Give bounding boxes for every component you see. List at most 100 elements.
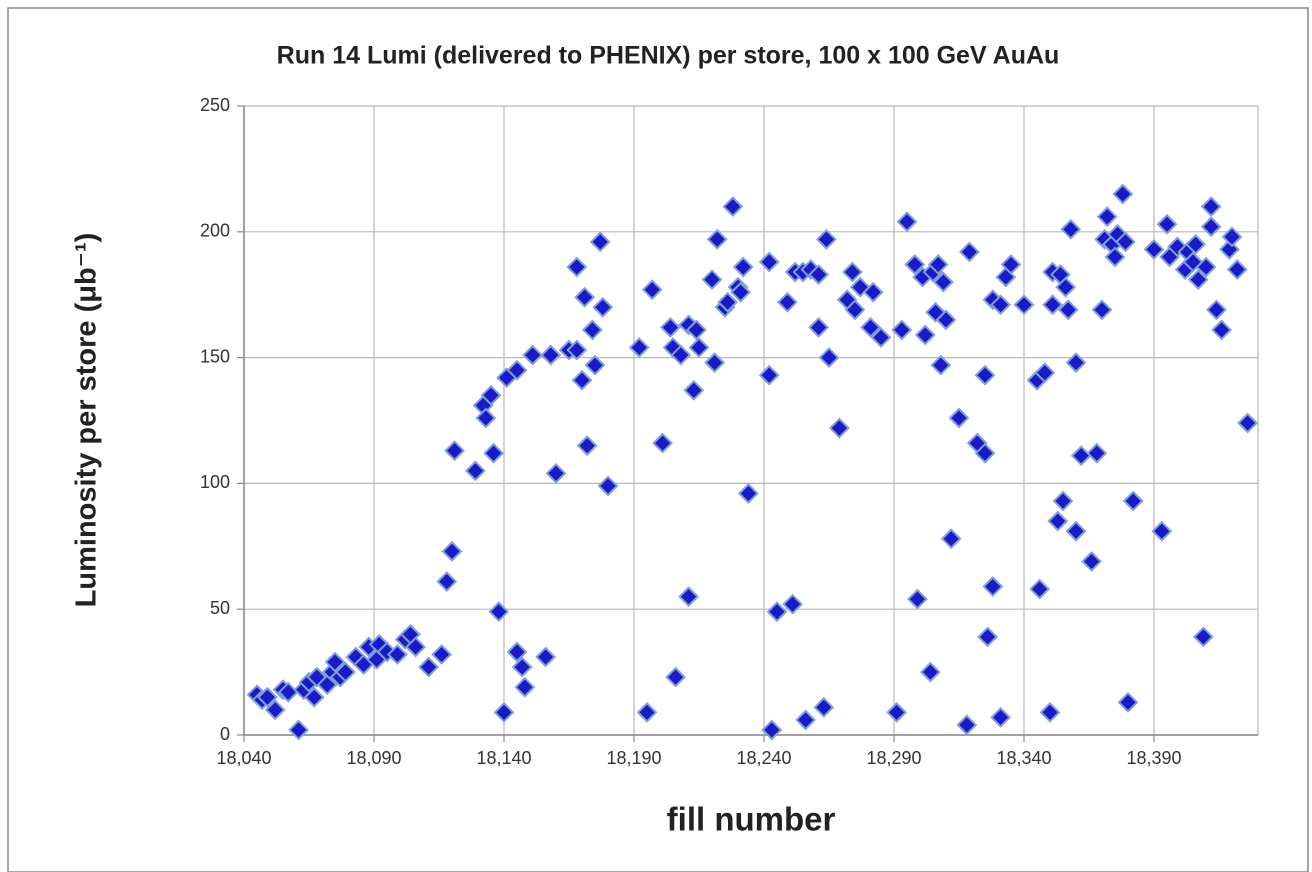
scatter-point	[264, 699, 286, 721]
scatter-point	[1104, 246, 1126, 268]
scatter-point	[896, 211, 918, 233]
scatter-point	[974, 442, 996, 464]
scatter-point	[930, 354, 952, 376]
scatter-point	[540, 344, 562, 366]
scatter-point	[990, 706, 1012, 728]
scatter-point	[1065, 520, 1087, 542]
scatter-point	[730, 281, 752, 303]
marks	[246, 183, 1259, 741]
scatter-point	[758, 364, 780, 386]
scatter-point	[1042, 294, 1064, 316]
scatter-point	[717, 291, 739, 313]
scatter-point	[860, 316, 882, 338]
scatter-point	[386, 644, 408, 665]
scatter-point	[935, 309, 957, 331]
scatter-point	[636, 701, 658, 723]
scatter-point	[891, 319, 913, 341]
scatter-point	[514, 676, 536, 698]
scatter-point	[841, 261, 863, 283]
scatter-point	[545, 462, 567, 484]
scatter-point	[506, 641, 528, 663]
scatter-point	[948, 407, 970, 429]
scatter-point	[1200, 216, 1222, 238]
scatter-point	[1122, 490, 1144, 512]
scatter-point	[732, 256, 754, 278]
scatter-point	[1221, 226, 1243, 248]
scatter-point	[904, 254, 926, 275]
scatter-point	[670, 344, 692, 366]
scatter-point	[1211, 319, 1233, 341]
scatter-point	[1096, 206, 1118, 228]
scatter-point	[1195, 256, 1217, 278]
scatter-point	[685, 319, 707, 341]
y-axis-label: Luminosity per store (μb⁻¹)	[71, 233, 103, 608]
scatter-point	[958, 241, 980, 263]
scatter-point	[597, 475, 619, 497]
scatter-point	[1114, 231, 1136, 253]
y-tick-label: 250	[200, 95, 230, 115]
scatter-point	[1057, 299, 1079, 321]
scatter-point	[704, 352, 726, 374]
x-axis-label: fill number	[667, 801, 836, 838]
scatter-point	[974, 364, 996, 386]
scatter-point	[906, 588, 928, 610]
scatter-point	[701, 269, 723, 291]
scatter-point	[815, 228, 837, 250]
x-tick-label: 18,140	[476, 748, 531, 768]
scatter-point	[483, 442, 505, 464]
x-tick-label: 18,340	[996, 748, 1051, 768]
scatter-point	[683, 379, 705, 401]
scatter-point	[522, 344, 544, 366]
scatter-point	[592, 296, 614, 318]
scatter-point	[535, 646, 557, 668]
scatter-point	[1117, 691, 1139, 713]
scatter-point	[932, 271, 954, 293]
scatter-point	[475, 407, 497, 429]
scatter-point	[766, 601, 788, 623]
x-tick-label: 18,240	[736, 748, 791, 768]
scatter-point	[1226, 259, 1248, 280]
scatter-point	[641, 279, 663, 301]
scatter-point	[678, 586, 700, 608]
scatter-point	[870, 327, 892, 348]
scatter-point	[844, 299, 866, 321]
scatter-point	[940, 528, 962, 550]
y-tick-label: 100	[200, 472, 230, 492]
scatter-point	[956, 714, 978, 736]
scatter-point	[1205, 299, 1227, 321]
scatter-point	[464, 460, 486, 482]
scatter-point	[914, 324, 936, 346]
scatter-point	[782, 593, 804, 615]
scatter-point	[566, 339, 588, 361]
scatter-point	[574, 286, 596, 308]
x-tick-label: 18,390	[1126, 748, 1181, 768]
scatter-point	[581, 319, 603, 341]
grid: 0 50 100 150 200 250 18,040 18,090 18,140 18,190 1…	[200, 95, 1259, 768]
scatter-point	[776, 291, 798, 313]
scatter-point	[444, 440, 466, 462]
scatter-point	[977, 626, 999, 648]
scatter-point	[688, 337, 710, 358]
scatter-point	[405, 636, 427, 658]
scatter-point	[862, 281, 884, 303]
scatter-point	[919, 661, 941, 683]
scatter-point	[722, 196, 744, 218]
scatter-point	[927, 254, 949, 275]
scatter-point	[441, 540, 463, 562]
scatter-point	[571, 369, 593, 391]
scatter-point	[584, 354, 606, 376]
scatter-point	[1029, 578, 1051, 600]
scatter-point	[652, 432, 674, 454]
scatter-point	[1086, 442, 1108, 464]
scatter-point	[628, 337, 650, 358]
scatter-point	[1237, 412, 1259, 434]
scatter-point	[493, 701, 515, 723]
scatter-point	[813, 696, 835, 718]
scatter-point	[324, 651, 346, 673]
x-tick-label: 18,190	[606, 748, 661, 768]
scatter-point	[1187, 269, 1209, 291]
scatter-point	[795, 709, 817, 731]
scatter-point	[1200, 196, 1222, 218]
